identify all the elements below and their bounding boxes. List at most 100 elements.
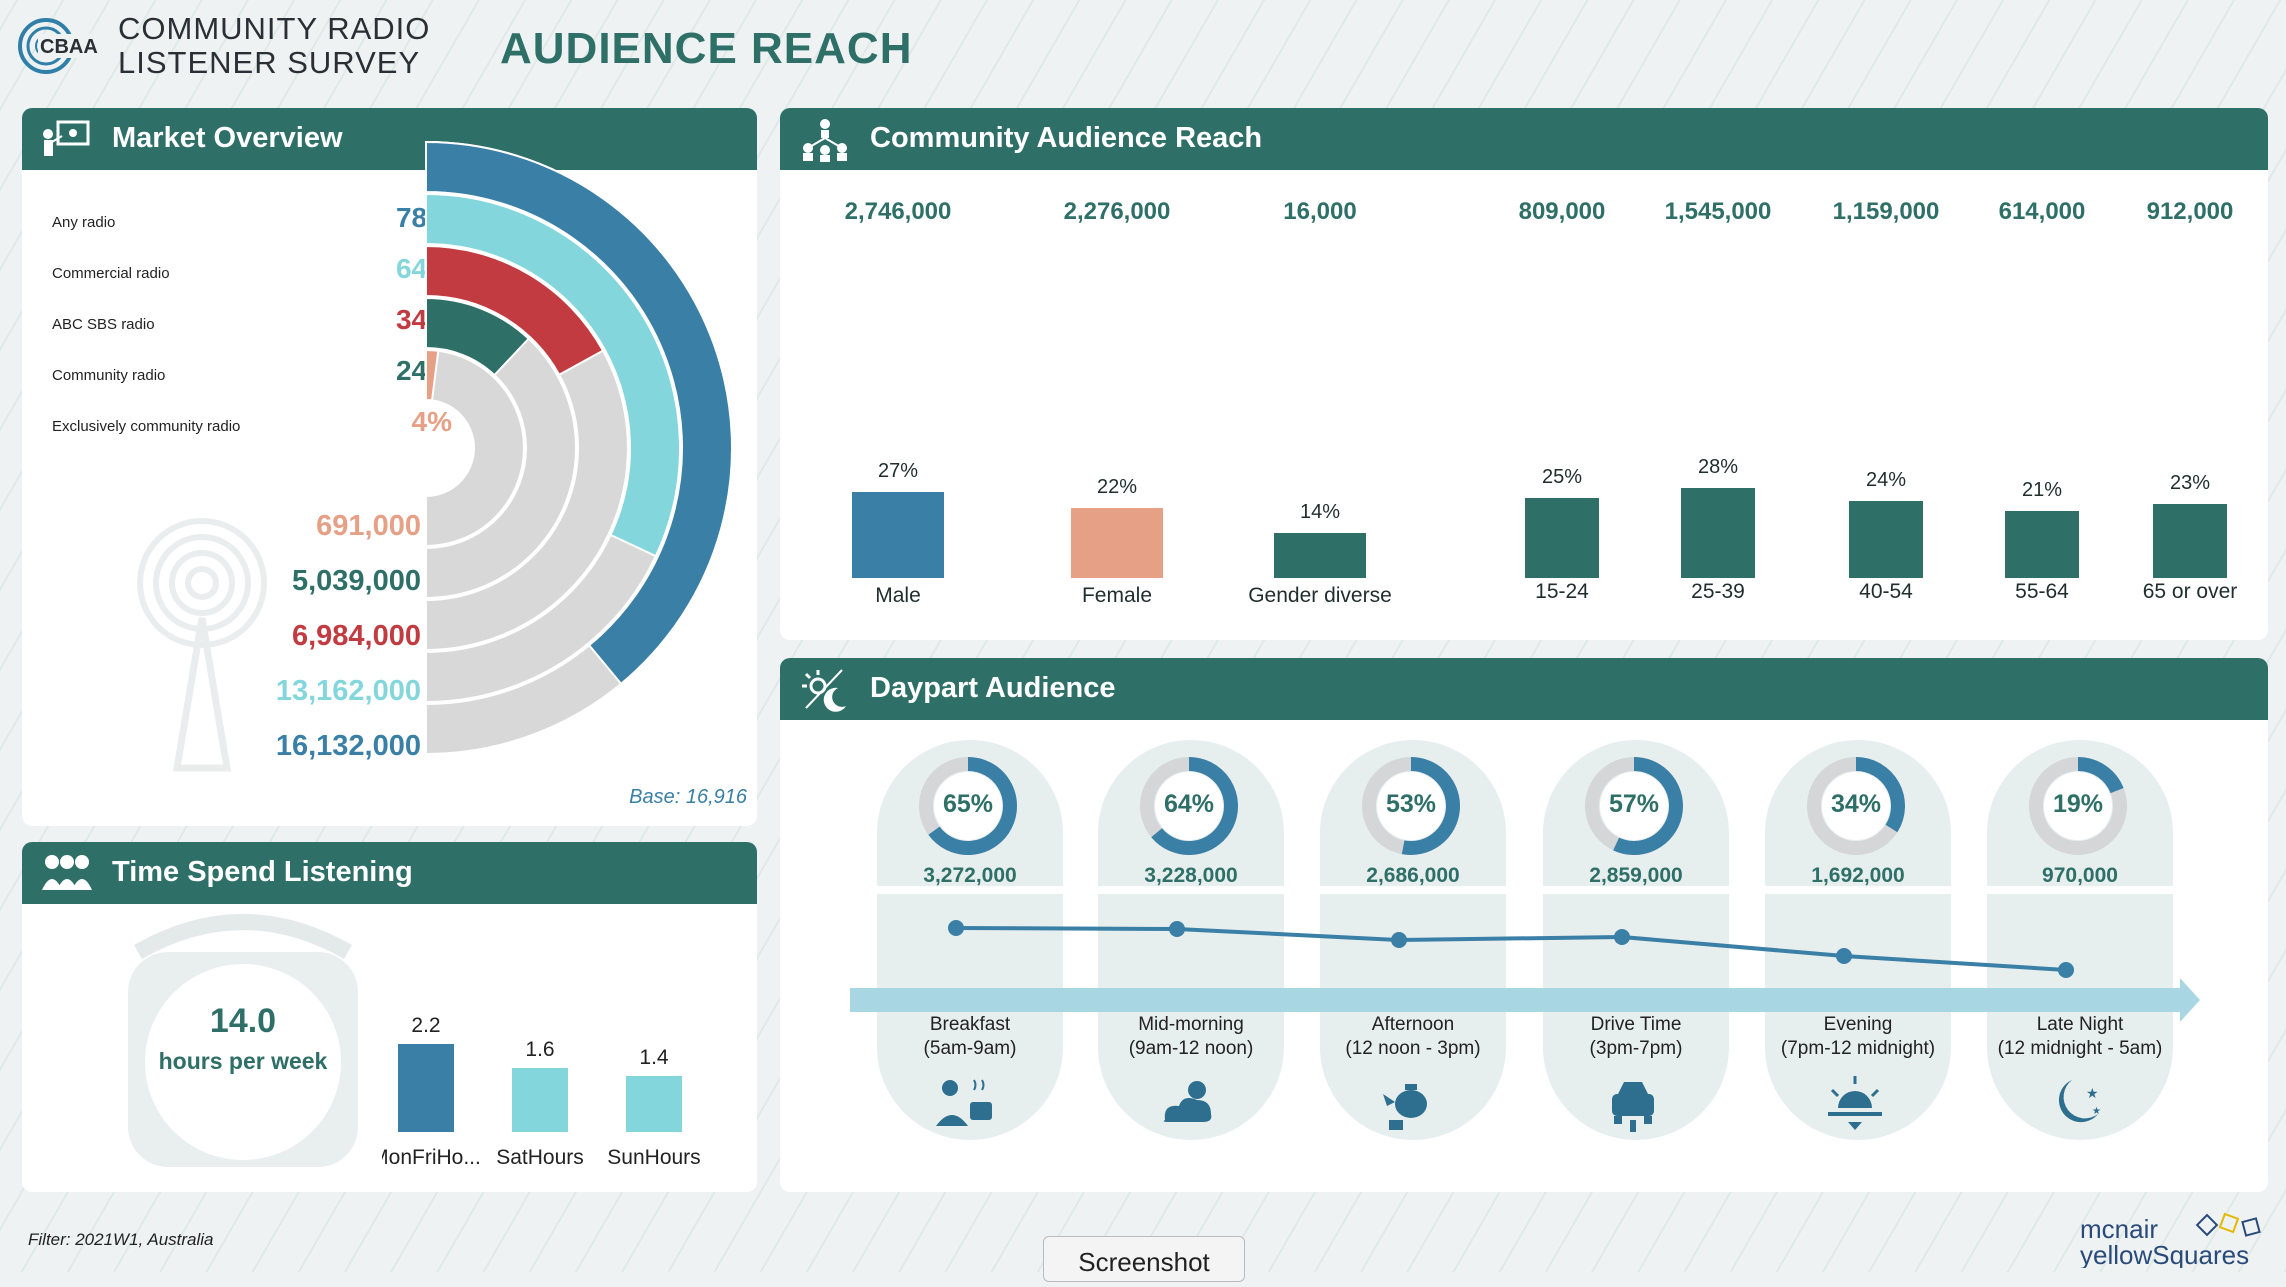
ring-segment [425, 348, 440, 402]
daypart-label: Late Night (12 midnight - 5am) [1980, 1013, 2180, 1061]
reach-count: 614,000 [1998, 198, 2086, 225]
listening-bar-label: MonFriHo... [382, 1146, 481, 1169]
ring-segment [425, 296, 531, 377]
survey-title: COMMUNITY RADIO LISTENER SURVEY [118, 12, 430, 80]
community-reach-title: Community Audience Reach [870, 122, 1263, 154]
brand-line-2: yellowSquares [2080, 1240, 2249, 1268]
market-row-pct: 4% [411, 406, 452, 437]
reach-count: 809,000 [1518, 198, 1606, 225]
clock-graphic [128, 914, 358, 1167]
market-count: 691,000 [316, 510, 421, 542]
ring-track [425, 348, 525, 548]
market-overview-header: Market Overview [22, 108, 757, 170]
reach-count: 2,276,000 [1063, 198, 1171, 225]
base-note: Base: 16,916 [629, 786, 747, 808]
listening-bar-value: 1.4 [639, 1046, 669, 1069]
daypart-name: Late Night [2036, 1014, 2124, 1035]
reach-count: 16,000 [1283, 198, 1357, 225]
reach-bar [1525, 498, 1599, 578]
market-row-label: Any radio [52, 214, 116, 231]
reach-bar [1071, 507, 1163, 578]
daypart-count: 1,692,000 [1811, 864, 1905, 887]
daypart-time: (12 noon - 3pm) [1345, 1038, 1481, 1059]
community-reach-header: Community Audience Reach [780, 108, 2268, 170]
hours-label: hours per week [158, 1048, 328, 1074]
daypart-ring-value [1151, 757, 1238, 855]
market-overview-title: Market Overview [112, 122, 343, 154]
time-spent-panel: Time Spend Listening 14.0 hours per week… [22, 842, 757, 1192]
svg-text:★: ★ [2086, 1085, 2099, 1101]
reach-bar-value: 23% [2169, 472, 2211, 495]
community-reach-panel: Community Audience Reach 2,746,000 27% Mal… [780, 108, 2268, 640]
people-group-icon [42, 855, 92, 890]
listening-bar-label: SunHours [607, 1146, 700, 1169]
cbaa-logo: CBAA [18, 18, 106, 74]
daypart-time: (7pm-12 midnight) [1780, 1038, 1936, 1059]
page-title: AUDIENCE REACH [500, 24, 913, 73]
title-line-2: LISTENER SURVEY [118, 45, 421, 80]
daypart-count: 3,228,000 [1144, 864, 1238, 887]
ring-segment [425, 244, 605, 377]
daypart-name: Afternoon [1371, 1014, 1455, 1035]
reach-bar-label: 15-24 [1535, 580, 1589, 603]
listening-bar [398, 1044, 454, 1132]
reach-bar-label: 55-64 [2015, 580, 2069, 603]
ring-segment [425, 140, 733, 686]
breakfast-icon [936, 1079, 992, 1126]
time-spent-header: Time Spend Listening [22, 842, 757, 904]
daypart-point [1391, 932, 1407, 948]
timeline-arrow [850, 978, 2200, 1022]
daypart-line [955, 926, 2067, 972]
reach-bar [2005, 510, 2079, 578]
market-count: 6,984,000 [291, 620, 421, 652]
daypart-title: Daypart Audience [870, 672, 1116, 704]
daypart-ring-value [1401, 757, 1460, 855]
sunset-icon [1828, 1076, 1882, 1130]
reach-bar [1681, 488, 1755, 578]
market-row: Exclusively community radio 4% [52, 402, 452, 442]
daypart-count: 2,859,000 [1589, 864, 1683, 887]
title-line-1: COMMUNITY RADIO [118, 11, 431, 46]
brand-line-1: mcnair [2080, 1214, 2158, 1244]
daypart-point [948, 920, 964, 936]
daypart-point [1169, 921, 1185, 937]
reach-bar-label: 65 or over [2142, 580, 2238, 603]
daypart-ring-value [928, 757, 1017, 855]
market-count: 5,039,000 [291, 565, 421, 597]
daypart-percent: 57% [1608, 790, 1660, 818]
mcnair-logo: mcnair yellowSquares [2080, 1212, 2261, 1268]
reach-bar-value: 27% [877, 459, 919, 482]
daypart-percent: 19% [2052, 790, 2104, 818]
daypart-ring-value [1613, 757, 1683, 855]
listening-bar-value: 2.2 [411, 1014, 440, 1037]
reach-bar [2153, 504, 2227, 578]
reach-bar-label: 40-54 [1859, 580, 1913, 603]
daypart-point [2058, 962, 2074, 978]
reach-bar-label: 25-39 [1691, 580, 1745, 603]
reach-bar [1274, 533, 1366, 578]
daypart-percent: 53% [1385, 790, 1437, 818]
market-row-label: Commercial radio [52, 265, 170, 282]
screenshot-button[interactable]: Screenshot [1043, 1236, 1245, 1282]
daypart-name: Breakfast [929, 1014, 1011, 1035]
listening-bar-chart: 2.2 MonFriHo... 1.6 SatHours 1.4 SunHours [382, 1014, 701, 1169]
market-count: 13,162,000 [275, 675, 421, 707]
daypart-label: Breakfast (5am-9am) [870, 1013, 1070, 1061]
daypart-time: (3pm-7pm) [1589, 1038, 1683, 1059]
reach-bar-label: Gender diverse [1248, 584, 1392, 607]
time-spent-title: Time Spend Listening [112, 856, 413, 888]
reach-count: 2,746,000 [844, 198, 952, 225]
reach-bar-value: 28% [1697, 456, 1739, 479]
daypart-count: 3,272,000 [923, 864, 1017, 887]
hours-value: 14.0 [209, 1002, 277, 1040]
listening-bar-value: 1.6 [525, 1038, 554, 1061]
daypart-percent: 65% [942, 790, 994, 818]
daypart-point [1614, 929, 1630, 945]
reach-bar [1849, 501, 1923, 578]
day-night-icon [802, 669, 846, 712]
reach-count: 1,545,000 [1664, 198, 1772, 225]
market-row-label: Community radio [52, 367, 166, 384]
reach-bar [852, 491, 944, 578]
daypart-label: Evening (7pm-12 midnight) [1758, 1013, 1958, 1061]
